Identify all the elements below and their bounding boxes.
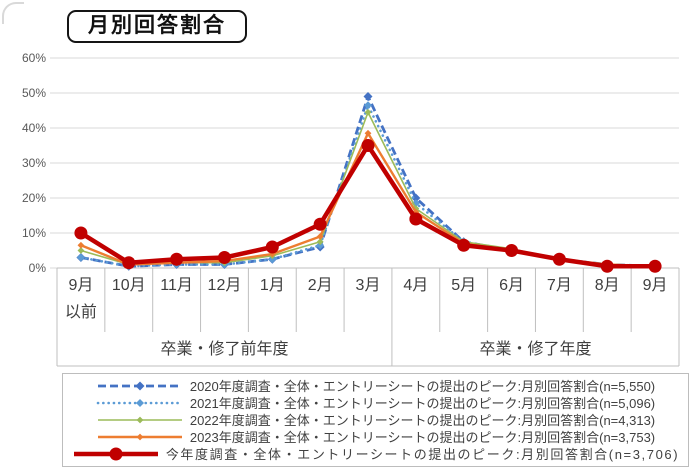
series-4 (74, 139, 662, 273)
data-point (648, 259, 662, 273)
x-tick-label: 5月 (451, 277, 476, 294)
x-tick-label: 以前 (65, 303, 97, 321)
data-point (316, 241, 325, 250)
y-tick-label: 40% (22, 121, 46, 135)
x-tick-label: 10月 (112, 277, 146, 294)
window-corner (2, 2, 24, 24)
series-line-4 (79, 143, 656, 269)
series-line-1 (79, 103, 657, 268)
series-1 (76, 101, 660, 271)
data-point (77, 241, 85, 249)
legend-swatch (97, 416, 182, 424)
data-point (411, 193, 421, 203)
legend-label: 2022年度調査・全体・エントリーシートの提出のピーク:月別回答割合(n=4,3… (189, 412, 656, 428)
legend-entry: 2021年度調査・全体・エントリーシートの提出のピーク:月別回答割合(n=5,0… (63, 396, 688, 410)
y-tick-label: 20% (22, 191, 46, 205)
data-point (74, 226, 88, 240)
legend-label: 今年度調査・全体・エントリーシートの提出のピーク:月別回答割合(n=3,706) (165, 446, 680, 462)
legend-label: 2023年度調査・全体・エントリーシートの提出のピーク:月別回答割合(n=3,7… (189, 429, 656, 445)
legend-label: 2021年度調査・全体・エントリーシートの提出のピーク:月別回答割合(n=5,0… (189, 395, 656, 411)
legend-box: 2020年度調査・全体・エントリーシートの提出のピーク:月別回答割合(n=5,5… (62, 373, 689, 467)
data-point (552, 252, 566, 266)
x-tick-label: 4月 (403, 277, 428, 294)
data-point (77, 247, 85, 254)
legend-entry: 2023年度調査・全体・エントリーシートの提出のピーク:月別回答割合(n=3,7… (63, 430, 688, 444)
x-tick-label: 6月 (499, 277, 524, 294)
data-point (170, 252, 184, 266)
legend-swatch (97, 381, 182, 391)
y-tick-label: 50% (22, 86, 46, 100)
x-group-label: 卒業・修了年度 (479, 340, 591, 358)
data-point (76, 253, 85, 262)
x-tick-label: 1月 (260, 277, 285, 294)
data-point (313, 217, 327, 231)
legend-marker (136, 416, 144, 424)
y-tick-label: 30% (22, 156, 46, 170)
data-point (265, 240, 279, 254)
legend-entry: 2022年度調査・全体・エントリーシートの提出のピーク:月別回答割合(n=4,3… (63, 413, 688, 427)
legend-swatch (97, 433, 182, 441)
data-point (364, 101, 372, 110)
y-tick-label: 60% (22, 51, 46, 65)
y-tick-label: 0% (29, 261, 47, 275)
x-tick-label: 9月 (68, 277, 93, 294)
data-point (457, 238, 471, 252)
x-tick-label: 12月 (208, 277, 242, 294)
x-tick-label: 3月 (356, 277, 381, 294)
legend-marker (109, 447, 123, 461)
x-group-label: 卒業・修了前年度 (160, 340, 288, 358)
legend-marker (135, 399, 144, 407)
x-tick-label: 8月 (595, 277, 620, 294)
x-tick-label: 7月 (547, 277, 572, 294)
data-point (316, 238, 324, 246)
data-point (217, 251, 231, 264)
data-point (316, 233, 324, 240)
data-point (122, 256, 136, 270)
data-point (409, 212, 423, 226)
series-0 (76, 92, 660, 271)
x-tick-label: 9月 (643, 277, 668, 294)
legend-swatch (73, 447, 158, 461)
data-point (268, 255, 277, 264)
data-point (361, 139, 375, 152)
data-point (364, 129, 372, 137)
chart-title: 月別回答割合 (67, 10, 247, 44)
legend-label: 2020年度調査・全体・エントリーシートの提出のピーク:月別回答割合(n=5,5… (189, 378, 656, 394)
data-point (600, 259, 614, 273)
legend-entry: 2020年度調査・全体・エントリーシートの提出のピーク:月別回答割合(n=5,5… (63, 379, 688, 393)
legend-entry: 今年度調査・全体・エントリーシートの提出のピーク:月別回答割合(n=3,706) (63, 447, 688, 461)
legend-swatch (96, 399, 184, 407)
y-tick-label: 10% (22, 226, 46, 240)
legend-marker (135, 381, 145, 391)
data-point (363, 92, 373, 101)
series-line-0 (80, 95, 656, 268)
data-point (364, 108, 372, 116)
x-tick-label: 2月 (308, 277, 333, 294)
x-tick-label: 11月 (160, 277, 193, 294)
data-point (505, 244, 519, 257)
legend-marker (136, 433, 144, 441)
series-line-3 (80, 132, 656, 268)
